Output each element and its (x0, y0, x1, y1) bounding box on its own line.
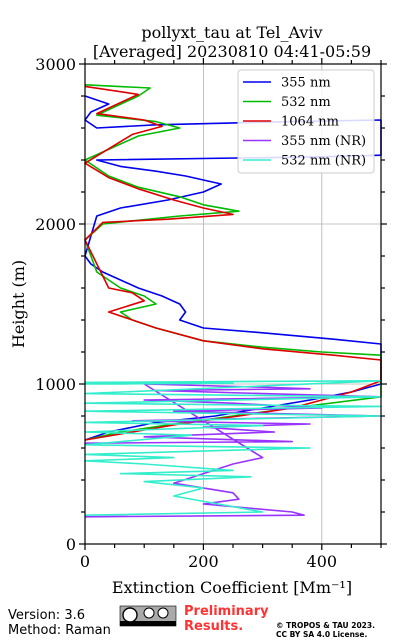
y-tick-label: 2000 (35, 215, 76, 234)
x-axis-ticks: 0 200 400 (80, 58, 382, 571)
method-text: Method: Raman (8, 623, 111, 638)
x-tick-label: 400 (307, 552, 338, 571)
y-axis-ticks: 0 1000 2000 3000 (35, 55, 387, 554)
series-line (84, 379, 382, 516)
x-axis-label: Extinction Coefficient [Mm⁻¹] (112, 578, 352, 597)
legend: 355 nm 532 nm 1064 nm 355 nm (NR) 532 nm (NR… (237, 69, 375, 174)
cc-license-logo (119, 605, 177, 627)
y-tick-label: 0 (66, 535, 76, 554)
legend-label: 1064 nm (281, 115, 339, 130)
series-line (84, 85, 382, 441)
legend-label: 355 nm (281, 76, 331, 91)
preliminary-text: Preliminary (184, 604, 269, 619)
legend-box (237, 69, 375, 174)
legend-label: 355 nm (NR) (281, 134, 366, 149)
legend-label: 532 nm (281, 95, 331, 110)
version-text: Version: 3.6 (8, 608, 85, 623)
y-tick-label: 1000 (35, 375, 76, 394)
x-tick-label: 0 (80, 552, 90, 571)
legend-label: 532 nm (NR) (281, 154, 366, 169)
chart-title: pollyxt_tau at Tel_Aviv (141, 23, 322, 42)
preliminary-text-line2: Results. (184, 619, 243, 634)
chart-subtitle: [Averaged] 20230810 04:41-05:59 (93, 42, 371, 61)
copyright-line1: © TROPOS & TAU 2023. (276, 621, 375, 630)
y-tick-label: 3000 (35, 55, 76, 74)
x-tick-label: 200 (188, 552, 219, 571)
y-axis-label: Height (m) (9, 260, 28, 348)
copyright-line2: CC BY SA 4.0 License. (276, 630, 367, 639)
